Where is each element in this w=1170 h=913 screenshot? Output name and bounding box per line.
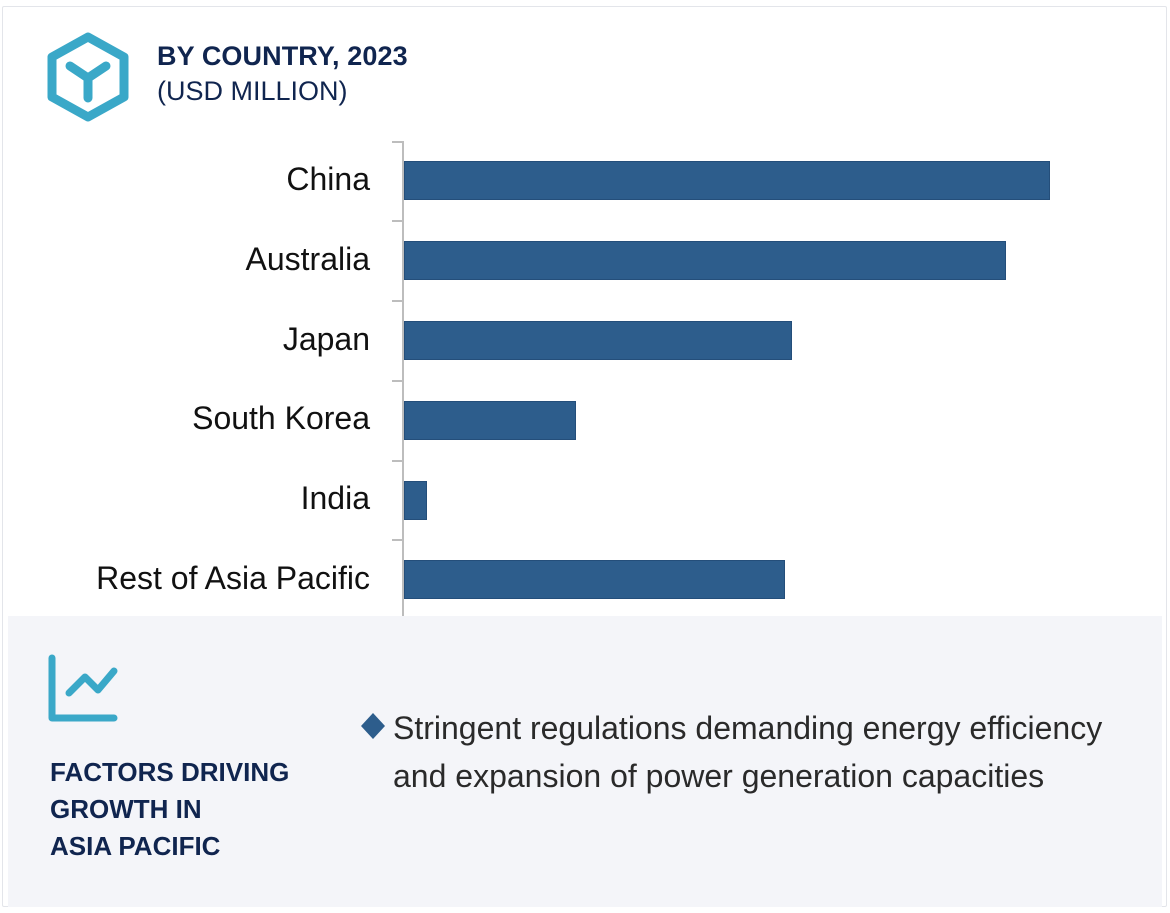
axis-tick (392, 460, 403, 462)
axis-tick (392, 300, 403, 302)
bar-india (404, 481, 427, 520)
bar-south-korea (404, 401, 576, 440)
category-label: South Korea (192, 400, 370, 436)
factors-title: FACTORS DRIVING GROWTH IN ASIA PACIFIC (50, 754, 330, 865)
factors-title-line: FACTORS DRIVING (50, 757, 290, 787)
bar-china (404, 161, 1050, 200)
chart-title: BY COUNTRY, 2023 (157, 41, 408, 71)
chart-subtitle: (USD MILLION) (157, 76, 348, 106)
category-label: Japan (282, 321, 370, 357)
category-label: India (300, 480, 370, 516)
axis-tick (392, 220, 403, 222)
axis-tick (392, 539, 403, 541)
y-axis-line (402, 141, 404, 620)
bar-australia (404, 241, 1006, 280)
hexagon-y-icon (47, 32, 129, 122)
factors-title-line: ASIA PACIFIC (50, 831, 221, 861)
category-label: Rest of Asia Pacific (96, 560, 370, 596)
axis-tick (392, 141, 403, 143)
bar-rest-of-asia-pacific (404, 560, 785, 599)
factors-title-line: GROWTH IN (50, 794, 202, 824)
diamond-bullet-icon (361, 713, 385, 739)
trend-chart-icon (48, 654, 118, 722)
factors-panel (8, 616, 1162, 907)
bar-japan (404, 321, 792, 360)
factor-item: Stringent regulations demanding energy e… (393, 710, 1103, 794)
axis-tick (392, 380, 403, 382)
category-label: China (286, 161, 370, 197)
category-label: Australia (245, 241, 371, 277)
